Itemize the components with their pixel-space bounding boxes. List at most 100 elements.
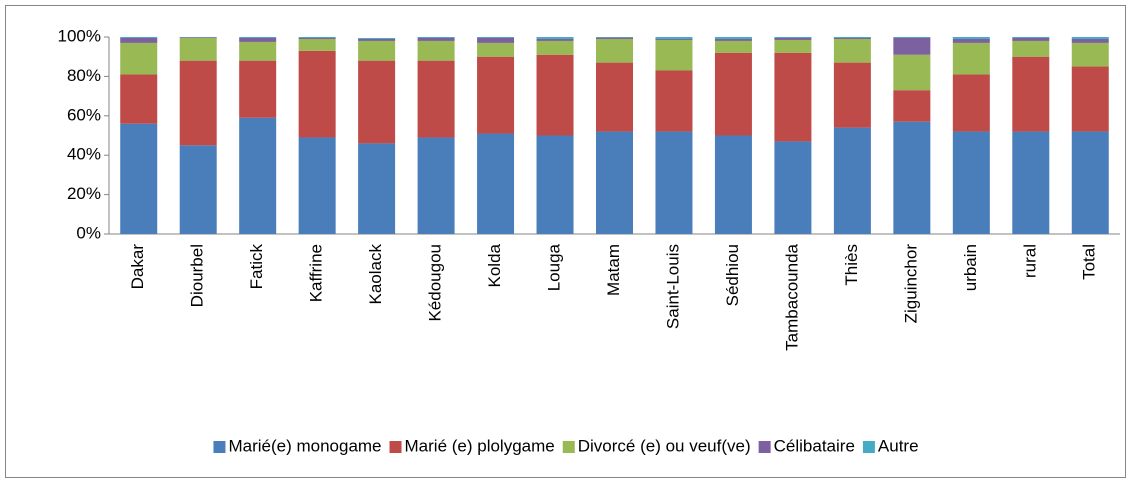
bar-segment [179, 37, 217, 38]
bar-segment [536, 37, 574, 39]
bar-segment [477, 56, 515, 134]
bar-segment [893, 37, 931, 55]
bar-segment [1071, 66, 1109, 132]
bar-segment [358, 37, 396, 39]
bar-segment [714, 37, 752, 39]
bar-segment [417, 37, 455, 41]
x-tick-label: Matam [604, 244, 623, 296]
bar-segment [120, 74, 158, 124]
x-tick-label: Kaolack [366, 244, 385, 305]
bar-segment [536, 135, 574, 234]
bar-segment [477, 42, 515, 57]
x-tick-label: urbain [961, 244, 980, 291]
bar-segment [774, 37, 812, 38]
x-tick-label: Sédhiou [723, 244, 742, 306]
bar-segment [893, 37, 931, 38]
legend-label: Célibataire [774, 436, 855, 455]
x-tick-label: Thiès [842, 244, 861, 286]
bar-segment [833, 37, 871, 39]
bar-segment [417, 40, 455, 61]
bar-segment [536, 40, 574, 55]
bar-segment [1012, 40, 1050, 57]
bar-segment [655, 70, 693, 132]
y-tick-label: 40% [67, 145, 101, 164]
bar-segment [774, 39, 812, 53]
x-tick-label: Ziguinchor [901, 244, 920, 324]
bar-segment [1071, 37, 1109, 39]
y-tick-label: 80% [67, 66, 101, 85]
bar-segment [833, 127, 871, 234]
bar-segment [298, 37, 336, 38]
bar-segment [358, 143, 396, 234]
bar-segment [536, 54, 574, 136]
legend-label: Marié(e) monogame [228, 436, 381, 455]
bar-segment [952, 131, 990, 234]
bar-segment [179, 60, 217, 146]
bar-segment [477, 37, 515, 43]
bar-segment [833, 38, 871, 63]
bar-segment [952, 38, 990, 43]
bar-segment [833, 37, 871, 38]
y-tick-label: 0% [76, 223, 101, 242]
bar-segment [655, 131, 693, 234]
bar-segment [952, 42, 990, 75]
bar-segment [714, 52, 752, 136]
legend-swatch [562, 441, 575, 453]
x-tick-label: Total [1080, 244, 1099, 280]
bar-segment [893, 121, 931, 234]
bar-segment [655, 38, 693, 40]
bar-segment [774, 52, 812, 142]
bar-segment [239, 37, 277, 38]
bar-segment [1071, 38, 1109, 43]
bar-segment [596, 37, 633, 38]
bar-segment [1012, 56, 1050, 132]
legend: Marié(e) monogame Marié (e) plolygame Divo… [213, 436, 919, 455]
x-tick-label: Dakar [128, 244, 147, 290]
bar-segment [714, 135, 752, 234]
legend-swatch [862, 441, 875, 453]
x-tick-label: Kolda [485, 243, 504, 287]
bar-segment [1012, 131, 1050, 234]
bar-segment [417, 60, 455, 138]
y-tick-label: 100% [58, 26, 101, 45]
bar-segment [774, 141, 812, 234]
bar-segment [298, 137, 336, 234]
bar-segment [417, 137, 455, 234]
legend-swatch [389, 441, 402, 453]
bar-segment [536, 38, 574, 41]
bar-segment [358, 40, 396, 61]
bar-segment [239, 37, 277, 42]
bar-segment [952, 37, 990, 39]
x-tick-label: rural [1020, 244, 1039, 278]
bar-segment [239, 117, 277, 234]
bar-segment [833, 62, 871, 128]
x-tick-label: Tambacounda [782, 243, 801, 350]
bar-segment [1071, 42, 1109, 67]
bar-segment [893, 54, 931, 91]
bar-segment [417, 37, 455, 38]
bar-segment [714, 40, 752, 53]
bar-segment [120, 37, 158, 43]
bar-segment [298, 50, 336, 138]
bar-segment [1012, 37, 1050, 38]
bar-segment [358, 38, 396, 41]
bar-segment [239, 41, 277, 61]
bar-segment [655, 39, 693, 71]
x-tick-label: Diourbel [188, 244, 207, 307]
bar-segment [1071, 131, 1109, 234]
bar-segment [1012, 37, 1050, 41]
bar-segment [120, 42, 158, 75]
bar-segment [893, 90, 931, 122]
x-tick-label: Louga [545, 243, 564, 291]
bar-segment [952, 74, 990, 132]
x-tick-label: Saint-Louis [663, 244, 682, 329]
y-tick-label: 20% [67, 184, 101, 203]
bar-segment [298, 38, 336, 51]
x-tick-label: Kaffrine [307, 244, 326, 302]
bar-segment [596, 62, 633, 132]
bar-segment [298, 37, 336, 39]
bar-segment [179, 145, 217, 234]
bar-segment [120, 37, 158, 38]
legend-swatch [213, 441, 226, 453]
